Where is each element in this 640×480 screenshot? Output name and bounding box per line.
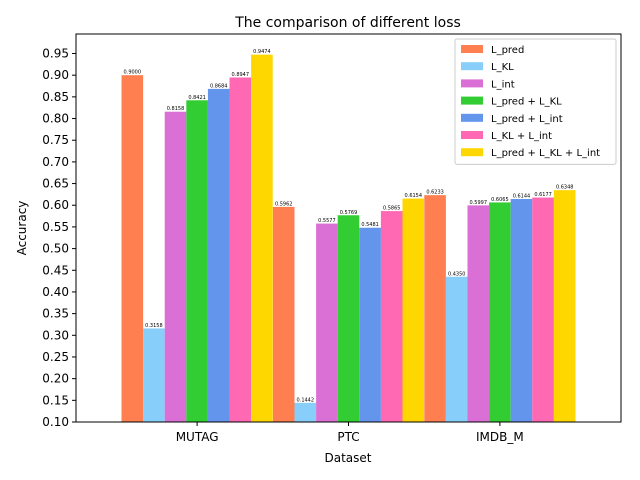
data-label: 0.6233 (426, 190, 444, 196)
legend-swatch (461, 131, 483, 139)
bar-l-int-ptc (316, 223, 338, 422)
y-tick-label: 0.45 (42, 263, 69, 277)
y-axis: 0.10 0.15 0.20 0.25 0.30 0.35 0.40 0.45 0.50 0.55… (42, 47, 76, 429)
bar-l-kl-l-int-imdb_m (532, 197, 554, 422)
bar-l-pred-ptc (272, 206, 295, 422)
data-label: 0.1442 (297, 397, 315, 403)
x-tick-label: PTC (337, 430, 359, 444)
data-label: 0.3158 (145, 323, 163, 329)
legend-label: L_int (491, 79, 515, 90)
legend-frame (454, 38, 617, 165)
x-axis-label: Dataset (325, 451, 372, 465)
y-tick-label: 0.20 (42, 372, 69, 386)
legend: L_pred L_KL L_int L_pred + L_KL L_pred + L_i… (454, 38, 617, 165)
x-tick-label: MUTAG (176, 430, 219, 444)
y-tick-label: 0.25 (42, 350, 69, 364)
bar-l-kl-l-int-mutag (229, 77, 252, 423)
y-tick-label: 0.40 (42, 285, 69, 299)
data-label: 0.4350 (448, 271, 466, 277)
bar-l-pred-l-kl-l-int-mutag (251, 54, 273, 423)
data-label: 0.5481 (361, 222, 379, 228)
legend-label: L_pred + L_KL + L_int (491, 148, 600, 159)
bar-l-pred-imdb_m (424, 195, 446, 422)
data-label: 0.9000 (124, 70, 142, 76)
data-label: 0.6348 (556, 185, 574, 191)
legend-label: L_pred + L_KL (491, 97, 562, 108)
legend-swatch (461, 79, 483, 88)
data-label: 0.6154 (405, 193, 423, 199)
legend-swatch (461, 96, 483, 105)
data-label: 0.5962 (275, 201, 293, 207)
y-axis-label: Accuracy (15, 201, 29, 256)
legend-label: L_KL (491, 62, 514, 73)
x-axis: MUTAG PTC IMDB_M (176, 422, 524, 444)
bar-l-pred-l-kl-l-int-imdb_m (553, 190, 576, 422)
data-label: 0.8158 (167, 106, 185, 112)
data-label: 0.8684 (210, 83, 228, 89)
data-label: 0.6144 (513, 193, 531, 199)
bar-l-int-imdb_m (467, 205, 490, 422)
x-tick-label: IMDB_M (476, 430, 524, 444)
y-tick-label: 0.65 (42, 177, 69, 191)
bar-l-int-mutag (164, 111, 187, 422)
bar-l-pred-l-kl-ptc (337, 215, 360, 422)
y-tick-label: 0.95 (42, 47, 69, 61)
chart-title: The comparison of different loss (234, 15, 461, 31)
bar-l-kl-l-int-ptc (380, 211, 403, 422)
legend-label: L_KL + L_int (491, 131, 552, 142)
data-label: 0.5997 (470, 200, 488, 206)
y-tick-label: 0.75 (42, 133, 69, 147)
y-tick-label: 0.10 (42, 415, 69, 429)
y-tick-label: 0.80 (42, 112, 69, 126)
bar-l-pred-l-kl-mutag (186, 100, 208, 422)
bar-l-kl-ptc (294, 402, 317, 422)
bars-group (121, 54, 576, 423)
data-label: 0.5865 (383, 206, 401, 212)
bar-l-pred-l-int-mutag (207, 88, 230, 422)
bar-l-pred-mutag (121, 75, 144, 422)
y-tick-label: 0.15 (42, 393, 69, 407)
legend-swatch (461, 148, 483, 157)
data-label: 0.8421 (188, 95, 206, 101)
legend-label: L_pred (491, 45, 524, 56)
y-tick-label: 0.50 (42, 242, 69, 256)
data-label: 0.8947 (232, 72, 250, 78)
y-tick-label: 0.30 (42, 328, 69, 342)
bar-l-kl-imdb_m (445, 276, 468, 422)
y-tick-label: 0.90 (42, 68, 69, 82)
y-tick-label: 0.35 (42, 307, 69, 321)
y-tick-label: 0.60 (42, 198, 69, 212)
bar-l-pred-l-int-ptc (359, 227, 381, 422)
legend-swatch (461, 62, 483, 71)
y-tick-label: 0.55 (42, 220, 69, 234)
data-label: 0.6177 (534, 192, 552, 198)
bar-l-pred-l-kl-imdb_m (489, 202, 511, 422)
legend-swatch (461, 113, 483, 122)
data-label: 0.5577 (318, 218, 336, 224)
bar-l-pred-l-int-imdb_m (510, 198, 533, 422)
data-label: 0.5769 (340, 210, 358, 216)
data-label: 0.6065 (491, 197, 509, 203)
bar-l-pred-l-kl-l-int-ptc (402, 198, 425, 422)
y-tick-label: 0.85 (42, 90, 69, 104)
y-tick-label: 0.70 (42, 155, 69, 169)
legend-label: L_pred + L_int (491, 114, 563, 125)
data-label: 0.9474 (253, 49, 271, 55)
bar-l-kl-mutag (143, 328, 165, 422)
legend-swatch (461, 45, 483, 53)
